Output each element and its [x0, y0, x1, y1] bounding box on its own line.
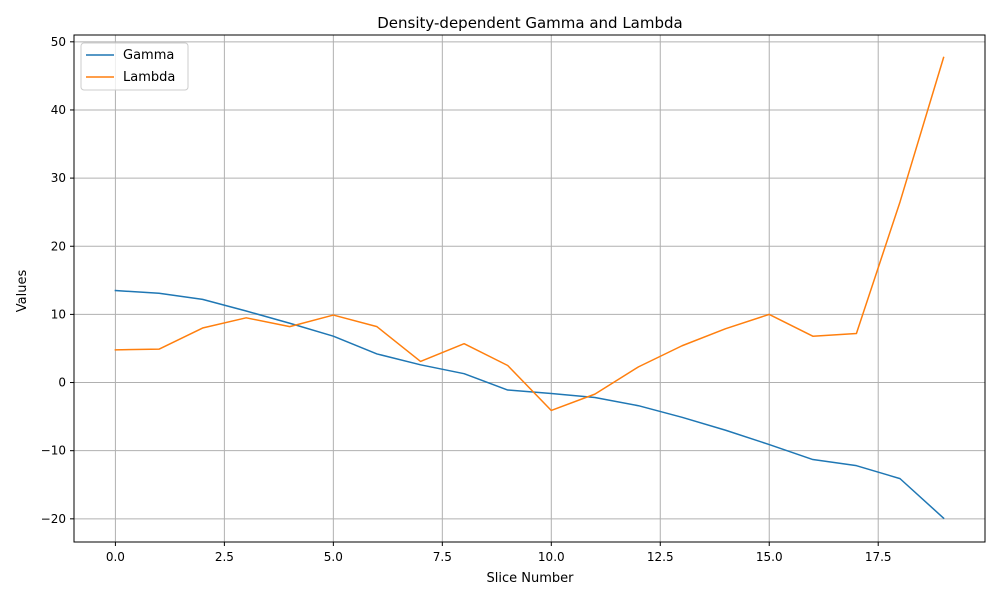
- legend: Gamma Lambda: [80, 42, 189, 91]
- y-tick-label: −20: [41, 512, 66, 526]
- series-lines: [114, 56, 945, 520]
- axis-ticks: 0.0 2.5 5.0 7.5 10.0 12.5 15.0 17.5 −20 −10 0 10 20 3…: [41, 35, 892, 564]
- legend-label-gamma: Gamma: [123, 48, 174, 63]
- x-tick-label: 2.5: [215, 550, 234, 564]
- y-tick-label: 20: [51, 239, 66, 253]
- x-axis-label: Slice Number: [487, 571, 575, 586]
- y-tick-label: 50: [51, 35, 66, 49]
- series-line-lambda: [114, 56, 945, 412]
- y-tick-label: 40: [51, 103, 66, 117]
- y-tick-label: 0: [58, 376, 66, 390]
- y-tick-label: −10: [41, 444, 66, 458]
- x-tick-label: 10.0: [538, 550, 565, 564]
- y-tick-label: 10: [51, 307, 66, 321]
- x-tick-label: 0.0: [106, 550, 125, 564]
- x-tick-label: 17.5: [865, 550, 892, 564]
- y-axis-label: Values: [15, 270, 30, 313]
- x-tick-label: 15.0: [756, 550, 783, 564]
- chart-title: Density-dependent Gamma and Lambda: [377, 14, 682, 32]
- grid: [74, 35, 985, 542]
- x-tick-label: 12.5: [647, 550, 674, 564]
- legend-label-lambda: Lambda: [123, 70, 175, 85]
- x-tick-label: 7.5: [433, 550, 452, 564]
- series-line-gamma: [114, 289, 945, 520]
- y-tick-label: 30: [51, 171, 66, 185]
- plot-area-frame: [73, 34, 986, 543]
- x-tick-label: 5.0: [324, 550, 343, 564]
